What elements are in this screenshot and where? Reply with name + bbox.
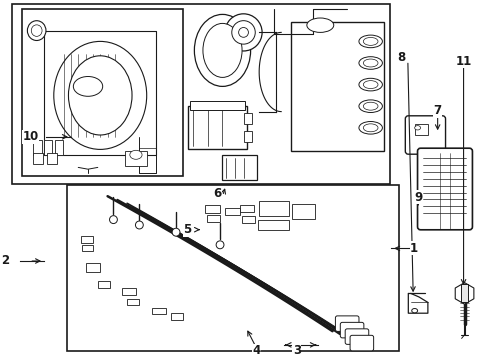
Bar <box>291 204 315 219</box>
Text: 8: 8 <box>396 51 404 64</box>
Bar <box>55 140 63 155</box>
FancyBboxPatch shape <box>345 329 368 345</box>
Bar <box>224 208 239 215</box>
Bar <box>151 308 166 314</box>
Bar <box>47 153 57 164</box>
Text: 2: 2 <box>1 255 9 267</box>
Ellipse shape <box>358 57 382 69</box>
Bar <box>414 124 427 135</box>
Bar <box>124 151 146 166</box>
Ellipse shape <box>358 100 382 112</box>
Ellipse shape <box>194 14 250 86</box>
Ellipse shape <box>109 216 117 224</box>
Bar <box>244 131 251 142</box>
Text: 3: 3 <box>292 345 300 357</box>
Text: 10: 10 <box>22 130 39 143</box>
Bar <box>33 153 43 164</box>
Ellipse shape <box>363 37 377 45</box>
Bar <box>81 236 93 243</box>
Bar <box>98 281 110 288</box>
Bar <box>12 4 389 184</box>
FancyBboxPatch shape <box>335 316 358 332</box>
Ellipse shape <box>130 150 142 159</box>
Bar <box>67 185 398 351</box>
Bar <box>242 216 255 223</box>
Circle shape <box>238 27 248 37</box>
Bar <box>22 9 183 176</box>
Bar <box>222 155 256 180</box>
Ellipse shape <box>54 41 146 149</box>
Ellipse shape <box>216 241 224 249</box>
Bar <box>244 113 251 124</box>
Bar <box>189 101 244 110</box>
Polygon shape <box>454 283 473 304</box>
Text: 5: 5 <box>183 223 191 236</box>
Ellipse shape <box>27 21 46 40</box>
Ellipse shape <box>363 59 377 67</box>
Ellipse shape <box>172 228 180 236</box>
Ellipse shape <box>358 121 382 134</box>
Circle shape <box>224 14 262 51</box>
Text: 4: 4 <box>252 345 260 357</box>
Ellipse shape <box>203 23 242 77</box>
Text: 9: 9 <box>413 191 421 204</box>
Ellipse shape <box>411 309 417 313</box>
Bar <box>171 313 183 320</box>
Bar <box>206 215 220 222</box>
Ellipse shape <box>363 124 377 132</box>
Ellipse shape <box>358 35 382 48</box>
FancyBboxPatch shape <box>349 335 373 351</box>
FancyBboxPatch shape <box>340 322 363 338</box>
Ellipse shape <box>73 77 102 96</box>
Bar <box>44 140 52 155</box>
Ellipse shape <box>306 18 333 32</box>
Ellipse shape <box>414 126 420 130</box>
Ellipse shape <box>68 56 132 135</box>
Bar <box>205 205 220 213</box>
Text: 7: 7 <box>433 104 441 117</box>
Bar <box>239 205 254 212</box>
Ellipse shape <box>31 25 42 36</box>
Text: 6: 6 <box>213 187 221 200</box>
FancyBboxPatch shape <box>405 116 445 154</box>
Bar <box>259 201 288 216</box>
Ellipse shape <box>135 221 143 229</box>
Bar <box>188 106 246 149</box>
Circle shape <box>231 21 255 44</box>
Bar <box>33 140 41 155</box>
Bar <box>127 299 139 305</box>
Bar <box>460 284 467 302</box>
Bar <box>81 245 93 251</box>
Bar <box>122 288 136 295</box>
Bar <box>257 220 289 230</box>
Ellipse shape <box>363 81 377 89</box>
Bar <box>290 22 383 151</box>
Ellipse shape <box>358 78 382 91</box>
Text: 11: 11 <box>454 55 471 68</box>
Ellipse shape <box>363 102 377 110</box>
Text: 1: 1 <box>409 242 417 255</box>
FancyBboxPatch shape <box>417 148 471 230</box>
Bar <box>85 263 100 272</box>
